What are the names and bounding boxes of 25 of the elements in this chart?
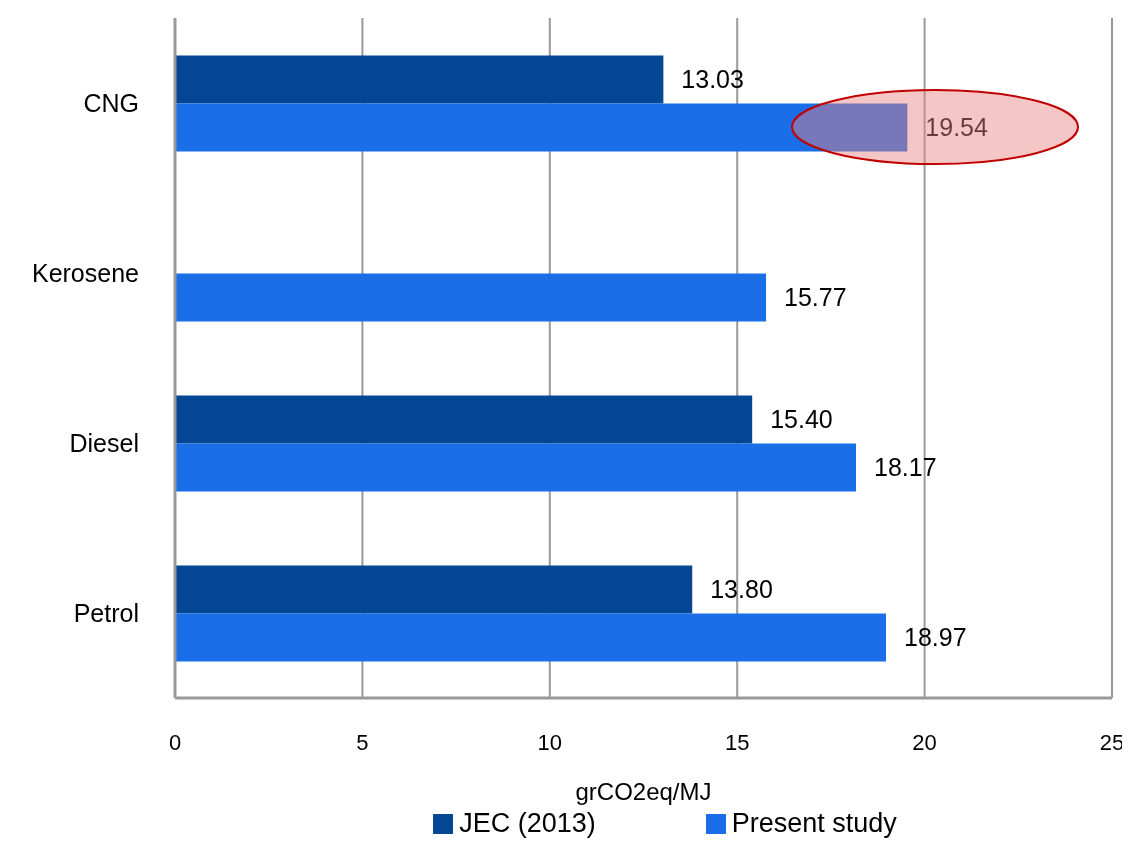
data-label: 18.97	[904, 623, 967, 652]
data-label: 13.03	[681, 65, 744, 94]
bar	[175, 273, 767, 322]
bar	[175, 613, 886, 662]
data-label: 19.54	[925, 113, 989, 142]
legend-label: JEC (2013)	[459, 808, 596, 839]
bar	[175, 55, 664, 104]
x-tick-label: 0	[168, 729, 182, 755]
bar	[175, 443, 857, 492]
data-label: 18.17	[874, 453, 937, 482]
y-tick-label: CNG	[83, 88, 139, 117]
bar	[175, 565, 693, 614]
x-axis-title: grCO2eq/MJ	[575, 778, 712, 805]
y-tick-label: Kerosene	[31, 258, 139, 287]
legend-label: Present study	[731, 808, 897, 839]
x-tick-label: 20	[912, 729, 937, 755]
y-tick-label: Diesel	[69, 428, 139, 457]
x-tick-label: 10	[537, 729, 563, 755]
bar	[175, 395, 753, 444]
data-label: 13.80	[710, 575, 773, 604]
y-tick-label: Petrol	[73, 598, 139, 627]
data-label: 15.40	[770, 405, 833, 434]
data-label: 15.77	[784, 283, 847, 312]
x-tick-label: 15	[724, 729, 750, 755]
x-tick-label: 5	[356, 729, 369, 755]
